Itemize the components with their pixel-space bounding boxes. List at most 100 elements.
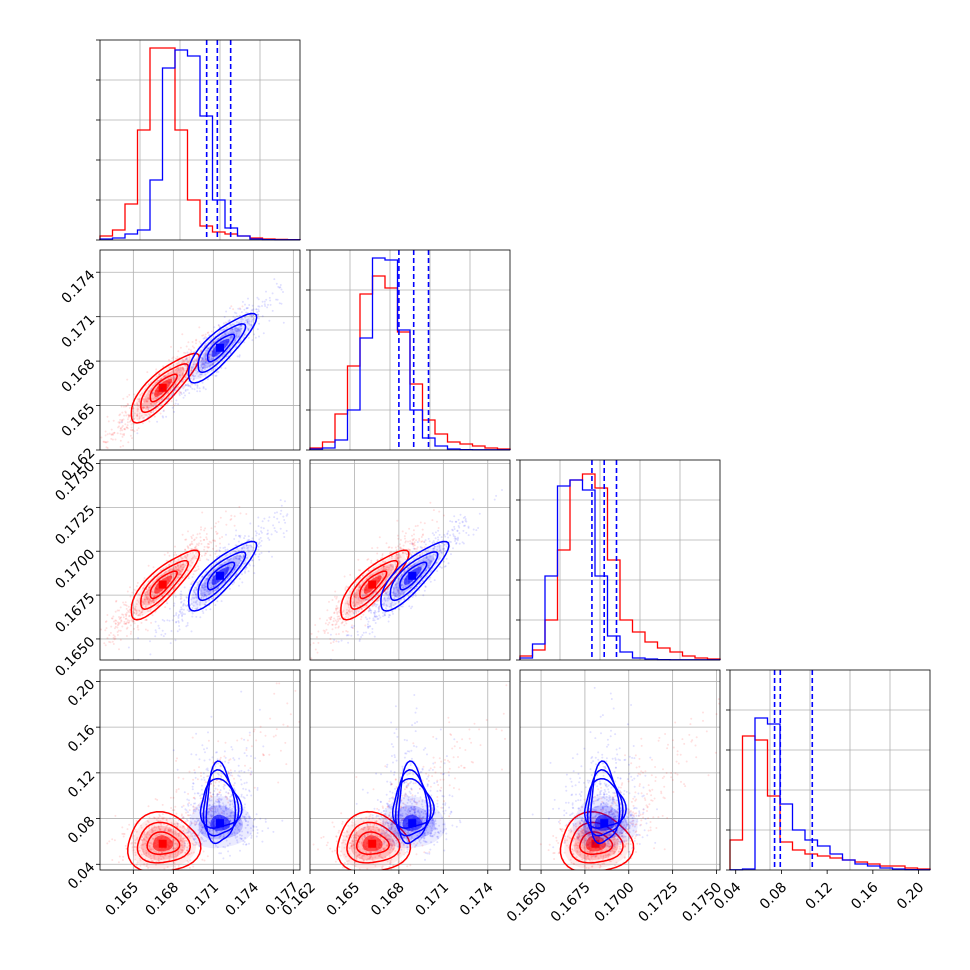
scatter-point bbox=[210, 342, 213, 345]
scatter-point bbox=[179, 595, 182, 598]
scatter-point bbox=[168, 830, 171, 833]
scatter-point bbox=[207, 807, 210, 810]
scatter-point bbox=[181, 817, 184, 819]
scatter-point bbox=[444, 565, 447, 568]
scatter-point bbox=[203, 586, 206, 589]
scatter-point bbox=[181, 359, 184, 361]
scatter-point bbox=[124, 410, 127, 413]
scatter-point bbox=[200, 772, 202, 774]
histogram-series-1 bbox=[729, 717, 931, 871]
scatter-point bbox=[392, 592, 395, 595]
scatter-point bbox=[229, 337, 232, 339]
scatter-point bbox=[138, 610, 141, 612]
scatter-point bbox=[182, 563, 185, 566]
scatter-point bbox=[245, 319, 247, 322]
scatter-point bbox=[134, 607, 137, 610]
scatter-point bbox=[202, 538, 205, 541]
scatter-point bbox=[227, 771, 230, 774]
scatter-point bbox=[248, 304, 251, 306]
scatter-point bbox=[423, 541, 426, 544]
scatter-point bbox=[146, 417, 149, 420]
scatter-point bbox=[186, 358, 189, 361]
scatter-point bbox=[157, 833, 160, 836]
scatter-point bbox=[111, 617, 114, 620]
scatter-point bbox=[331, 623, 334, 626]
scatter-point bbox=[135, 610, 138, 613]
scatter-point bbox=[390, 572, 393, 574]
scatter-point bbox=[148, 845, 150, 848]
scatter-point bbox=[418, 537, 421, 540]
scatter-point bbox=[396, 589, 399, 592]
scatter-point bbox=[217, 587, 219, 589]
scatter-point bbox=[152, 411, 155, 414]
scatter-point bbox=[185, 358, 188, 360]
scatter-point bbox=[456, 537, 459, 540]
scatter-point bbox=[177, 569, 180, 572]
scatter-point bbox=[127, 441, 130, 444]
scatter-point bbox=[190, 366, 193, 369]
scatter-point bbox=[233, 515, 236, 518]
scatter-point bbox=[455, 542, 458, 545]
scatter-point bbox=[152, 405, 155, 407]
scatter-point bbox=[386, 587, 389, 590]
scatter-point bbox=[155, 578, 158, 581]
contour-series-1 bbox=[389, 551, 439, 602]
scatter-point bbox=[144, 842, 147, 845]
scatter-point bbox=[187, 360, 190, 363]
grid-2-0 bbox=[100, 460, 300, 660]
scatter-point bbox=[245, 566, 248, 569]
scatter-point bbox=[273, 516, 276, 519]
scatter-point bbox=[359, 604, 362, 607]
scatter-point bbox=[397, 589, 400, 592]
scatter-point bbox=[129, 434, 132, 437]
scatter-point bbox=[223, 561, 226, 564]
scatter-point bbox=[143, 400, 146, 403]
scatter-point bbox=[365, 604, 368, 607]
scatter-point bbox=[158, 627, 161, 630]
scatter-point bbox=[168, 554, 171, 557]
scatter-point bbox=[142, 417, 144, 420]
scatter-point bbox=[286, 702, 289, 705]
scatter-point bbox=[180, 593, 183, 596]
scatter-point bbox=[152, 601, 155, 604]
scatter-point bbox=[176, 563, 179, 566]
scatter-point bbox=[185, 384, 187, 387]
scatter-point bbox=[192, 363, 195, 366]
scatter-point bbox=[372, 567, 375, 570]
scatter-point bbox=[274, 529, 277, 532]
scatter-point bbox=[155, 834, 158, 837]
scatter-point bbox=[190, 852, 193, 854]
scatter-point bbox=[400, 590, 403, 593]
scatter-point bbox=[180, 834, 183, 837]
scatter-point bbox=[130, 423, 133, 426]
scatter-point bbox=[158, 373, 161, 376]
scatter-point bbox=[369, 625, 372, 628]
scatter-point bbox=[124, 617, 127, 620]
scatter-point bbox=[269, 717, 272, 720]
scatter-point bbox=[210, 597, 213, 600]
scatter-point bbox=[361, 603, 364, 606]
scatter-point bbox=[185, 625, 188, 628]
scatter-point bbox=[205, 585, 208, 588]
scatter-point bbox=[204, 588, 207, 591]
scatter-point bbox=[207, 362, 210, 365]
scatter-point bbox=[209, 592, 212, 595]
scatter-point bbox=[240, 327, 243, 330]
scatter-point bbox=[240, 311, 243, 314]
scatter-point bbox=[251, 559, 254, 562]
scatter-point bbox=[390, 569, 393, 572]
scatter-point bbox=[428, 559, 431, 562]
scatter-point bbox=[254, 530, 257, 533]
scatter-point bbox=[392, 594, 395, 597]
scatter-point bbox=[110, 625, 113, 628]
scatter-point bbox=[413, 588, 416, 591]
scatter-point bbox=[208, 353, 211, 356]
scatter-point bbox=[381, 554, 384, 557]
scatter-point bbox=[181, 615, 183, 618]
scatter-point bbox=[107, 420, 110, 423]
scatter-point bbox=[226, 327, 229, 329]
scatter-point bbox=[237, 328, 240, 331]
scatter-point bbox=[334, 623, 337, 626]
scatter-point bbox=[150, 388, 153, 391]
scatter-point bbox=[422, 563, 425, 566]
